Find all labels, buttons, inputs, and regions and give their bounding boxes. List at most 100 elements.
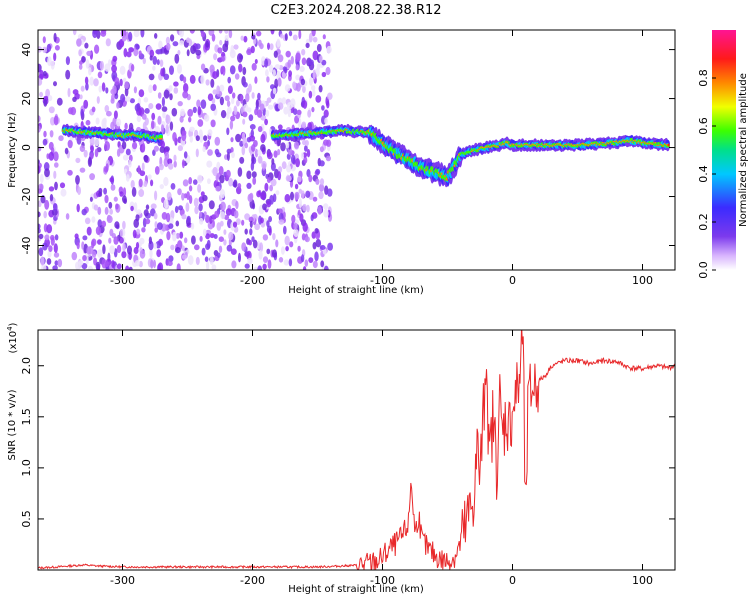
x-tick-label: -100	[370, 574, 395, 587]
spectrogram-cell	[304, 145, 308, 152]
spectrogram-cell	[286, 164, 292, 173]
spectrogram-cell	[301, 233, 306, 241]
spectrogram-cell	[264, 182, 269, 192]
spectrogram-cell	[140, 30, 145, 38]
spectrogram-cell	[85, 119, 91, 126]
spectrogram-cell	[169, 65, 174, 75]
spectrogram-cell	[322, 34, 326, 40]
spectrogram-cell	[154, 166, 160, 175]
spectrogram-cell	[48, 186, 55, 192]
spectrogram-cell	[277, 171, 282, 181]
spectrogram-cell	[132, 141, 138, 150]
spectrogram-cell	[96, 96, 100, 104]
spectrogram-cell	[85, 59, 90, 69]
spectrogram-cell	[226, 100, 231, 107]
spectrogram-cell	[164, 151, 170, 161]
spectrogram-cell	[321, 105, 325, 111]
spectrogram-cell	[56, 97, 63, 106]
spectrogram-cell	[53, 243, 58, 254]
spectrogram-cell	[133, 202, 138, 212]
spectrogram-cell	[254, 76, 258, 84]
spectrogram-cell	[315, 178, 320, 185]
spectrogram-cell	[136, 115, 142, 123]
spectrogram-cell	[194, 206, 199, 215]
spectrogram-cell	[82, 235, 88, 241]
spectrogram-cell	[273, 50, 278, 58]
snr-x-label: Height of straight line (km)	[288, 584, 424, 595]
spectrogram-cell	[305, 190, 311, 198]
spectrogram-cell	[188, 177, 193, 185]
spectrogram-cell	[233, 179, 238, 188]
spectrogram-cell	[141, 113, 147, 120]
spectrogram-cell	[276, 38, 281, 48]
spectrogram-cell	[217, 252, 221, 258]
spectrogram-ridge-cell	[158, 138, 163, 140]
spectrogram-cell	[250, 45, 255, 54]
spectrogram-cell	[100, 30, 107, 35]
spectrogram-cell	[122, 154, 129, 161]
spectrogram-cell	[148, 73, 155, 81]
spectrogram-cell	[38, 115, 41, 123]
spectrogram-cell	[137, 165, 141, 175]
spectrogram-cell	[153, 242, 158, 250]
spectrogram-cell	[177, 145, 183, 152]
spectrogram-cell	[122, 195, 127, 204]
spectrogram-cell	[292, 81, 297, 90]
spectrogram-cell	[181, 254, 187, 260]
spectrogram-cell	[186, 191, 190, 201]
spectrogram-cell	[259, 43, 264, 50]
spectrogram-cell	[135, 214, 140, 222]
spectrogram-cell	[281, 161, 287, 170]
spectrogram-cell	[44, 168, 50, 178]
spectrogram-cell	[297, 175, 302, 183]
spectrogram-cell	[325, 155, 331, 162]
spectrogram-cell	[113, 236, 119, 245]
spectrogram-cell	[174, 205, 179, 214]
spectrogram-cell	[163, 199, 169, 209]
spectrogram-cell	[125, 148, 131, 156]
spectrogram-cell	[298, 188, 303, 194]
spectrogram-cell	[47, 56, 52, 67]
spectrogram-cell	[65, 56, 70, 66]
spectrogram-cell	[272, 69, 277, 77]
spectrogram-cell	[256, 109, 263, 118]
spectrogram-cell	[283, 225, 287, 235]
spectrogram-cell	[98, 191, 103, 197]
spectrogram-cell	[185, 202, 190, 212]
snr-x-ticks: -300 -200 -100 0 100	[110, 330, 653, 587]
spectrogram-cell	[295, 74, 301, 81]
spectrogram-cell	[59, 182, 66, 189]
spectrogram-cell	[198, 203, 203, 212]
spectrogram-cell	[205, 40, 209, 48]
spectrogram-cell	[214, 148, 220, 155]
spectrogram-cell	[246, 250, 252, 260]
spectrogram-cell	[268, 64, 274, 73]
spectrogram-cell	[321, 71, 327, 78]
spectrogram-cell	[319, 178, 325, 186]
spectrogram-cell	[189, 135, 193, 143]
spectrogram-cell	[254, 108, 258, 116]
spectrogram-cell	[205, 79, 210, 86]
spectrogram-cell	[206, 160, 213, 168]
spectrogram-cell	[80, 85, 85, 92]
spectrogram-cell	[99, 60, 104, 71]
snr-y-ticks: 0.5 1.0 1.5 2.0	[20, 357, 675, 528]
spectrogram-cell	[138, 260, 143, 268]
spectrogram-cell	[170, 183, 176, 190]
spectrogram-cell	[246, 170, 252, 180]
x-tick-label: -300	[110, 274, 135, 287]
spectrogram-cell	[244, 228, 248, 235]
spectrogram-cell	[80, 108, 84, 117]
spectrogram-cell	[89, 173, 95, 181]
spectrogram-cell	[87, 157, 92, 167]
y-tick-label: 0	[20, 144, 33, 151]
spectrogram-cell	[186, 215, 191, 223]
spectrogram-cell	[179, 74, 184, 82]
spectrogram-cell	[249, 124, 256, 130]
spectrogram-cell	[244, 142, 249, 149]
spectrogram-cell	[75, 175, 80, 185]
spectrogram-cell	[181, 131, 187, 142]
spectrogram-cell	[105, 38, 111, 47]
spectrogram-cell	[95, 261, 101, 270]
spectrogram-cell	[152, 55, 158, 65]
